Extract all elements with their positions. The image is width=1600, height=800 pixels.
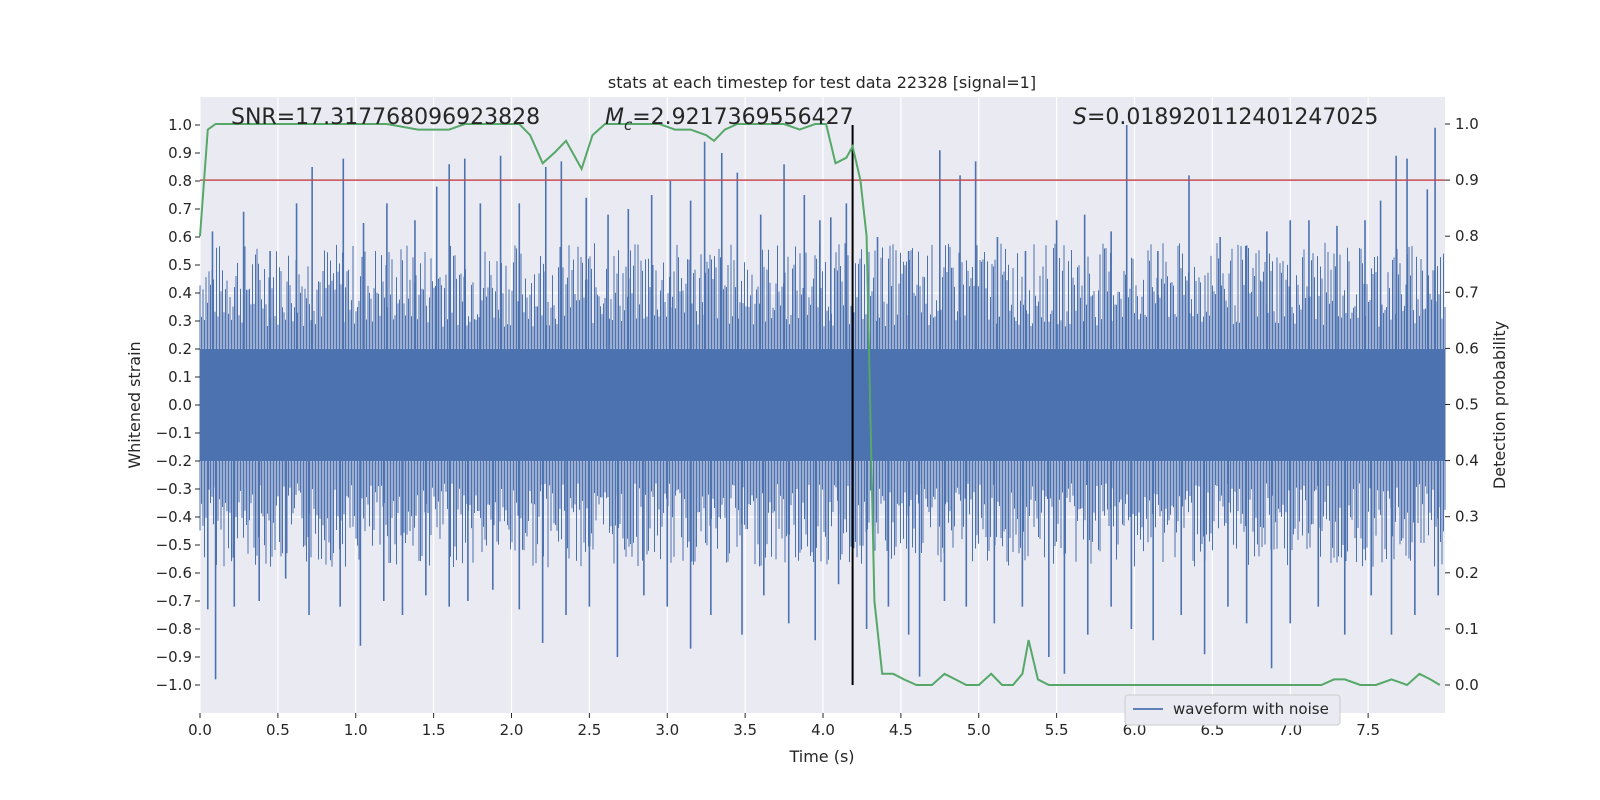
y-tick-label: −0.2 [156,452,192,470]
s-annotation: S=0.018920112401247025 [1073,105,1378,130]
y-tick-label: 0.8 [168,172,192,190]
chirp-mass-subscript: c [624,116,633,134]
legend-label: waveform with noise [1173,700,1329,718]
waveform-series [199,125,1446,680]
y2-tick-label: 0.2 [1455,564,1479,582]
chirp-mass-symbol: M [605,105,624,130]
x-axis-label: Time (s) [788,747,854,766]
x-tick-label: 1.5 [422,721,446,739]
y-tick-label: 0.1 [168,368,192,386]
chart-title: stats at each timestep for test data 223… [608,73,1036,92]
y-tick-label: −0.3 [156,480,192,498]
x-tick-label: 4.0 [811,721,835,739]
y2-axis-label: Detection probability [1490,321,1509,489]
detection-probability-line [199,123,1441,687]
legend-box [1124,694,1341,726]
x-tick-label: 2.0 [500,721,524,739]
probability-series [199,123,1445,687]
x-tick-label: 5.0 [967,721,991,739]
y-tick-label: 0.3 [168,312,192,330]
chirp-mass-annotation: Mc=2.9217369556427 [605,105,854,134]
x-tick-label: 5.5 [1045,721,1069,739]
y-tick-label: 0.6 [168,228,192,246]
y-tick-label: 0.4 [168,284,192,302]
x-tick-label: 2.5 [577,721,601,739]
y2-tick-label: 0.5 [1455,396,1479,414]
x-tick-label: 4.5 [889,721,913,739]
y-tick-label: 0.5 [168,256,192,274]
y-tick-label: −0.4 [156,508,192,526]
y2-axis-ticks: 1.0 0.9 0.8 0.7 0.6 0.5 0.4 0.3 0.2 0.1 0.0 [1445,115,1479,694]
s-value: =0.018920112401247025 [1087,105,1378,130]
y-tick-label: −0.8 [156,620,192,638]
y-tick-label: −0.6 [156,564,192,582]
y-tick-label: 1.0 [168,116,192,134]
x-tick-label: 0.0 [188,721,212,739]
y2-tick-label: 0.8 [1455,227,1479,245]
y2-tick-label: 0.9 [1455,171,1479,189]
x-tick-label: 1.0 [344,721,368,739]
x-tick-label: 7.5 [1356,721,1380,739]
snr-annotation: SNR=17.317768096923828 [231,105,540,130]
y2-tick-label: 0.1 [1455,620,1479,638]
y-tick-label: 0.7 [168,200,192,218]
y2-tick-label: 0.4 [1455,452,1479,470]
y-tick-label: 0.0 [168,396,192,414]
y2-tick-label: 0.3 [1455,508,1479,526]
x-tick-label: 3.5 [733,721,757,739]
legend: waveform with noise [1124,694,1341,726]
y-tick-label: 0.2 [168,340,192,358]
y2-tick-label: 1.0 [1455,115,1479,133]
chirp-mass-value: =2.9217369556427 [632,105,853,130]
y-tick-label: −0.9 [156,648,192,666]
y2-tick-label: 0.0 [1455,676,1479,694]
x-tick-label: 0.5 [266,721,290,739]
waveform-noise [199,242,1446,568]
y-tick-label: 0.9 [168,144,192,162]
s-symbol: S [1073,105,1087,130]
y-tick-label: −0.1 [156,424,192,442]
x-tick-label: 3.0 [655,721,679,739]
y-axis-ticks: 1.0 0.9 0.8 0.7 0.6 0.5 0.4 0.3 0.2 0.1 0.0 −0.1 −0.… [156,116,200,694]
y2-tick-label: 0.7 [1455,283,1479,301]
y-axis-label: Whitened strain [125,341,144,468]
y2-tick-label: 0.6 [1455,339,1479,357]
y-tick-label: −0.7 [156,592,192,610]
y-tick-label: −0.5 [156,536,192,554]
y-tick-label: −1.0 [156,676,192,694]
